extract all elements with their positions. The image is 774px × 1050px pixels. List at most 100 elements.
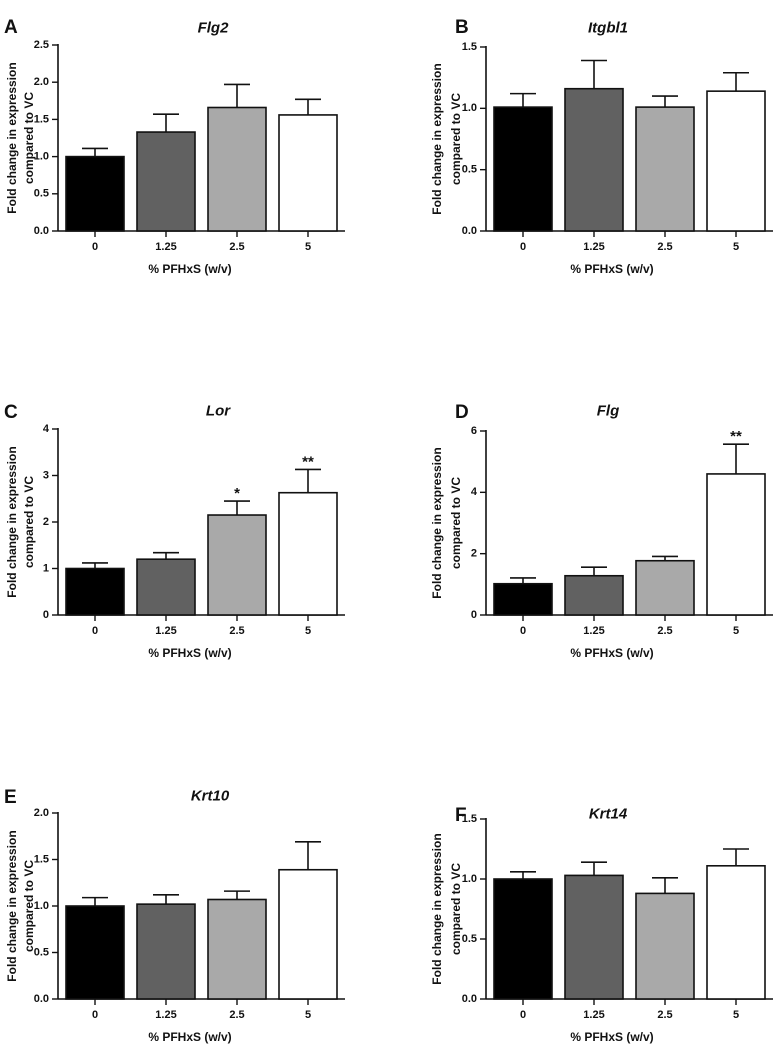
bar-0 — [65, 155, 125, 232]
y-tick-label: 3 — [43, 469, 49, 481]
bar-5 — [278, 114, 338, 232]
y-tick-label: 1.0 — [462, 102, 477, 114]
x-axis-label: % PFHxS (w/v) — [148, 262, 231, 276]
chart-title: Krt14 — [589, 805, 628, 822]
bar-5 — [278, 491, 338, 616]
bar-2.5 — [635, 106, 695, 232]
y-tick-label: 0.0 — [34, 225, 49, 237]
panel-letter: A — [4, 17, 18, 38]
y-axis-label: compared to VC — [449, 93, 463, 185]
y-tick-label: 2.0 — [34, 807, 49, 819]
y-tick-label: 4 — [43, 423, 50, 435]
panel-letter: E — [4, 787, 17, 808]
x-tick-label: 2.5 — [229, 625, 244, 637]
y-tick-label: 2 — [471, 548, 477, 560]
x-axis-label: % PFHxS (w/v) — [148, 646, 231, 660]
y-tick-label: 0 — [471, 609, 477, 621]
x-tick-label: 1.25 — [583, 241, 604, 253]
x-tick-label: 5 — [305, 241, 311, 253]
x-tick-label: 2.5 — [229, 241, 244, 253]
y-tick-label: 1 — [43, 562, 49, 574]
significance-marker: ** — [302, 453, 314, 470]
x-tick-label: 5 — [733, 241, 739, 253]
x-tick-label: 2.5 — [657, 625, 672, 637]
chart-title: Flg — [597, 402, 620, 419]
y-tick-label: 2.0 — [34, 76, 49, 88]
x-tick-label: 1.25 — [583, 625, 604, 637]
y-axis-label: Fold change in expression — [430, 833, 444, 984]
bar-0 — [493, 106, 553, 232]
x-tick-label: 5 — [305, 1009, 311, 1021]
bar-2.5 — [635, 559, 695, 616]
x-tick-label: 2.5 — [229, 1009, 244, 1021]
bar-0 — [65, 905, 125, 1000]
y-axis-label: Fold change in expression — [430, 447, 444, 598]
y-tick-label: 2.5 — [34, 39, 49, 51]
y-tick-label: 0.5 — [34, 188, 49, 200]
panel-letter: B — [455, 17, 469, 38]
panel-f: F Krt14 Fold change in expression compared … — [430, 805, 773, 1044]
panel-e: E Krt10 Fold change in expression compared … — [4, 787, 345, 1044]
y-tick-label: 1.5 — [462, 41, 477, 53]
y-tick-label: 0 — [43, 609, 49, 621]
panel-c: C Lor Fold change in expression compared to… — [4, 402, 345, 660]
y-tick-label: 0.5 — [462, 933, 477, 945]
significance-marker: ** — [730, 428, 742, 445]
y-tick-label: 1.0 — [462, 873, 477, 885]
x-tick-label: 0 — [92, 1009, 98, 1021]
chart-title: Itgbl1 — [588, 19, 628, 36]
y-axis-label: Fold change in expression — [5, 830, 19, 981]
x-axis-label: % PFHxS (w/v) — [570, 1030, 653, 1044]
x-tick-label: 0 — [520, 625, 526, 637]
x-tick-label: 0 — [92, 241, 98, 253]
bar-2.5 — [207, 106, 267, 232]
bar-2.5 — [635, 892, 695, 1000]
y-axis-label: Fold change in expression — [5, 446, 19, 597]
x-tick-label: 2.5 — [657, 241, 672, 253]
y-axis-label: compared to VC — [449, 863, 463, 955]
x-axis-label: % PFHxS (w/v) — [570, 646, 653, 660]
y-tick-label: 1.0 — [34, 900, 49, 912]
bar-2.5 — [207, 898, 267, 1000]
y-tick-label: 1.5 — [462, 813, 477, 825]
y-tick-label: 1.0 — [34, 151, 49, 163]
x-tick-label: 1.25 — [155, 625, 176, 637]
y-tick-label: 2 — [43, 516, 49, 528]
x-axis-label: % PFHxS (w/v) — [570, 262, 653, 276]
panel-letter: F — [455, 805, 467, 826]
bar-1.25 — [564, 574, 624, 616]
bar-0 — [65, 567, 125, 616]
y-tick-label: 4 — [471, 486, 478, 498]
bar-1.25 — [136, 903, 196, 1000]
significance-marker: * — [234, 485, 240, 502]
x-axis-label: % PFHxS (w/v) — [148, 1030, 231, 1044]
bar-1.25 — [136, 131, 196, 232]
y-tick-label: 0.5 — [34, 946, 49, 958]
panel-letter: D — [455, 402, 469, 423]
y-axis-label: compared to VC — [22, 92, 36, 184]
chart-title: Krt10 — [191, 787, 230, 804]
x-tick-label: 2.5 — [657, 1009, 672, 1021]
bar-5 — [278, 868, 338, 1000]
x-tick-label: 5 — [733, 625, 739, 637]
x-tick-label: 0 — [520, 1009, 526, 1021]
x-tick-label: 0 — [520, 241, 526, 253]
bar-0 — [493, 582, 553, 616]
y-tick-label: 0.0 — [462, 225, 477, 237]
panel-b: B Itgbl1 Fold change in expression compared… — [430, 17, 773, 276]
y-axis-label: Fold change in expression — [5, 62, 19, 213]
bar-5 — [706, 473, 766, 616]
x-tick-label: 0 — [92, 625, 98, 637]
chart-title: Lor — [206, 402, 231, 419]
bar-0 — [493, 878, 553, 1000]
chart-title: Flg2 — [198, 19, 229, 36]
y-tick-label: 0.0 — [462, 993, 477, 1005]
panel-a: A Flg2 Fold change in expression compared t… — [4, 17, 345, 276]
panel-letter: C — [4, 402, 18, 423]
y-tick-label: 0.5 — [462, 164, 477, 176]
x-tick-label: 5 — [305, 625, 311, 637]
bar-2.5 — [207, 514, 267, 616]
x-tick-label: 1.25 — [155, 1009, 176, 1021]
y-axis-label: compared to VC — [449, 477, 463, 569]
